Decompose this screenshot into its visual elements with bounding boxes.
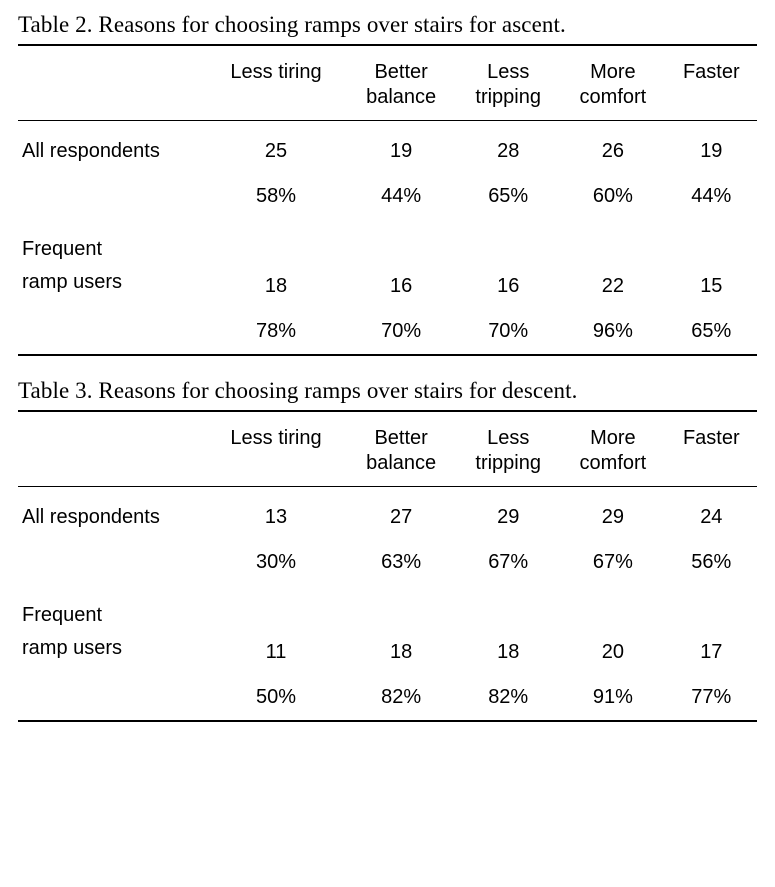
table-2-block: Table 2. Reasons for choosing ramps over… <box>18 12 757 356</box>
cell: 30% <box>206 540 346 585</box>
table-3-title: Table 3. Reasons for choosing ramps over… <box>18 378 757 404</box>
cell: 70% <box>346 309 456 355</box>
table-2-header-row: Less tiring Betterbalance Lesstripping M… <box>18 45 757 121</box>
cell: 18 <box>456 630 560 675</box>
cell: 50% <box>206 675 346 721</box>
cell: 63% <box>346 540 456 585</box>
table-row <box>18 487 757 496</box>
table-3-col-1: Less tiring <box>206 411 346 487</box>
row-label-blank <box>18 174 206 219</box>
cell: 65% <box>666 309 757 355</box>
cell: 16 <box>346 264 456 309</box>
table-2: Less tiring Betterbalance Lesstripping M… <box>18 44 757 356</box>
row-label: All respondents <box>18 129 206 174</box>
table-2-header-blank <box>18 45 206 121</box>
cell: 18 <box>346 630 456 675</box>
cell: 29 <box>560 495 665 540</box>
cell: 24 <box>666 495 757 540</box>
table-row: 58% 44% 65% 60% 44% <box>18 174 757 219</box>
table-row: ramp users 11 18 18 20 17 <box>18 630 757 675</box>
cell: 77% <box>666 675 757 721</box>
row-label: ramp users <box>18 264 206 309</box>
row-label: ramp users <box>18 630 206 675</box>
cell: 26 <box>560 129 665 174</box>
cell: 11 <box>206 630 346 675</box>
cell: 44% <box>346 174 456 219</box>
cell: 13 <box>206 495 346 540</box>
table-3: Less tiring Betterbalance Lesstripping M… <box>18 410 757 722</box>
cell: 20 <box>560 630 665 675</box>
cell: 25 <box>206 129 346 174</box>
cell: 28 <box>456 129 560 174</box>
table-row: All respondents 13 27 29 29 24 <box>18 495 757 540</box>
table-row: All respondents 25 19 28 26 19 <box>18 129 757 174</box>
table-row: ramp users 18 16 16 22 15 <box>18 264 757 309</box>
cell: 44% <box>666 174 757 219</box>
row-label: Frequent <box>18 593 206 630</box>
table-2-col-3: Lesstripping <box>456 45 560 121</box>
cell: 18 <box>206 264 346 309</box>
row-label: All respondents <box>18 495 206 540</box>
row-label-blank <box>18 540 206 585</box>
cell: 82% <box>346 675 456 721</box>
cell: 70% <box>456 309 560 355</box>
table-3-header-row: Less tiring Betterbalance Lesstripping M… <box>18 411 757 487</box>
row-label: Frequent <box>18 227 206 264</box>
table-2-col-2: Betterbalance <box>346 45 456 121</box>
cell: 82% <box>456 675 560 721</box>
table-2-col-4: Morecomfort <box>560 45 665 121</box>
cell: 78% <box>206 309 346 355</box>
cell: 67% <box>560 540 665 585</box>
cell: 67% <box>456 540 560 585</box>
cell: 60% <box>560 174 665 219</box>
cell: 96% <box>560 309 665 355</box>
table-2-col-5: Faster <box>666 45 757 121</box>
row-label-blank <box>18 309 206 355</box>
table-row <box>18 219 757 227</box>
cell: 29 <box>456 495 560 540</box>
table-3-block: Table 3. Reasons for choosing ramps over… <box>18 378 757 722</box>
cell: 15 <box>666 264 757 309</box>
table-row: 50% 82% 82% 91% 77% <box>18 675 757 721</box>
cell: 17 <box>666 630 757 675</box>
table-row: 30% 63% 67% 67% 56% <box>18 540 757 585</box>
cell: 19 <box>346 129 456 174</box>
table-row: 78% 70% 70% 96% 65% <box>18 309 757 355</box>
cell: 58% <box>206 174 346 219</box>
table-row <box>18 585 757 593</box>
table-3-col-5: Faster <box>666 411 757 487</box>
cell: 19 <box>666 129 757 174</box>
table-3-col-3: Lesstripping <box>456 411 560 487</box>
table-2-title: Table 2. Reasons for choosing ramps over… <box>18 12 757 38</box>
table-3-header-blank <box>18 411 206 487</box>
cell: 91% <box>560 675 665 721</box>
table-2-col-1: Less tiring <box>206 45 346 121</box>
table-3-col-2: Betterbalance <box>346 411 456 487</box>
row-label-blank <box>18 675 206 721</box>
table-row: Frequent <box>18 227 757 264</box>
cell: 22 <box>560 264 665 309</box>
table-row: Frequent <box>18 593 757 630</box>
cell: 16 <box>456 264 560 309</box>
cell: 56% <box>666 540 757 585</box>
cell: 27 <box>346 495 456 540</box>
table-row <box>18 121 757 130</box>
cell: 65% <box>456 174 560 219</box>
table-3-col-4: Morecomfort <box>560 411 665 487</box>
